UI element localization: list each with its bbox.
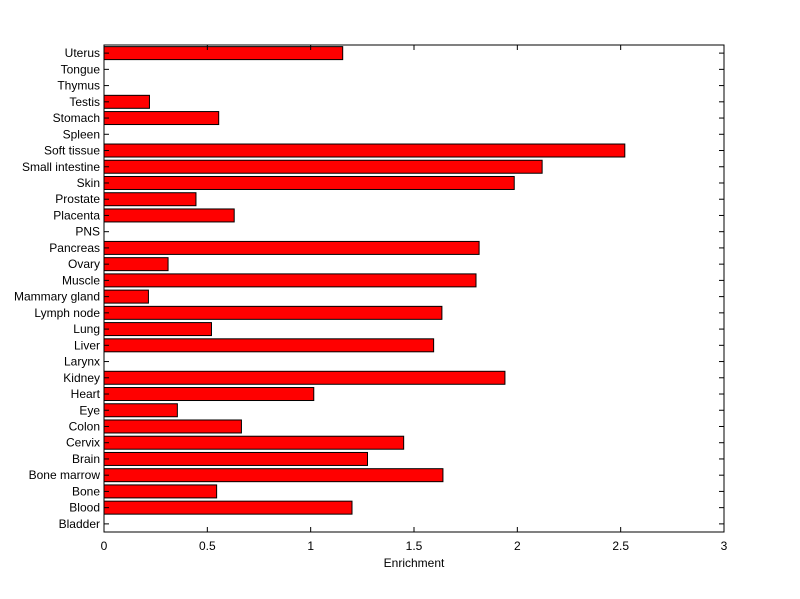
- y-tick-label: Bone marrow: [29, 468, 101, 482]
- bar-skin: [103, 175, 515, 190]
- bar-pancreas: [103, 240, 480, 255]
- y-tick-label: Thymus: [57, 79, 100, 93]
- bar-placenta: [103, 208, 235, 223]
- y-tick-label: Prostate: [55, 192, 100, 206]
- bar-cervix: [103, 435, 405, 450]
- bar-lung: [103, 322, 212, 337]
- bar-lymph-node: [103, 305, 443, 320]
- y-tick-label: Bone: [72, 484, 100, 498]
- y-tick-label: Soft tissue: [44, 144, 100, 158]
- bar-blood: [103, 500, 353, 515]
- y-tick-label: Lung: [73, 322, 100, 336]
- x-tick-label: 0.5: [199, 539, 216, 553]
- y-tick-label: Bladder: [59, 517, 100, 531]
- bar-brain: [103, 451, 368, 466]
- y-tick-label: Liver: [74, 338, 100, 352]
- x-tick-label: 1: [307, 539, 314, 553]
- ticks-layer: [103, 45, 725, 532]
- x-tick-label: 2: [514, 539, 521, 553]
- bar-kidney: [103, 370, 506, 385]
- y-tick-label: Heart: [71, 387, 101, 401]
- y-tick-label: Tongue: [61, 62, 101, 76]
- x-axis-label: Enrichment: [384, 556, 445, 570]
- x-tick-label: 3: [721, 539, 728, 553]
- y-tick-label: Colon: [69, 419, 100, 433]
- y-tick-label: Cervix: [66, 436, 100, 450]
- bar-colon: [103, 419, 242, 434]
- y-tick-label: Mammary gland: [14, 290, 100, 304]
- y-tick-label: Testis: [69, 95, 100, 109]
- y-tick-label: PNS: [75, 225, 100, 239]
- bar-soft-tissue: [103, 143, 626, 158]
- bar-prostate: [103, 192, 197, 207]
- y-tick-label: Placenta: [53, 208, 100, 222]
- y-tick-label: Spleen: [63, 127, 100, 141]
- bar-bone-marrow: [103, 468, 444, 483]
- y-tick-label: Kidney: [63, 371, 100, 385]
- y-tick-label: Skin: [77, 176, 100, 190]
- y-tick-label: Brain: [72, 452, 100, 466]
- bar-small-intestine: [103, 159, 543, 174]
- bar-testis: [103, 94, 150, 109]
- bar-eye: [103, 403, 178, 418]
- bar-bone: [103, 484, 218, 499]
- y-tick-label: Pancreas: [49, 241, 100, 255]
- bars-layer: [103, 46, 626, 515]
- bar-liver: [103, 338, 435, 353]
- bar-stomach: [103, 111, 220, 126]
- bar-muscle: [103, 273, 477, 288]
- x-tick-label: 0: [101, 539, 108, 553]
- y-tick-label: Blood: [69, 501, 100, 515]
- y-tick-label: Uterus: [65, 46, 100, 60]
- bar-mammary-gland: [103, 289, 149, 304]
- bar-heart: [103, 387, 315, 402]
- bar-uterus: [103, 46, 344, 61]
- y-tick-label: Larynx: [64, 355, 100, 369]
- x-tick-label: 2.5: [612, 539, 629, 553]
- y-tick-label: Muscle: [62, 273, 100, 287]
- y-tick-label: Ovary: [68, 257, 100, 271]
- y-tick-label: Eye: [79, 403, 100, 417]
- y-tick-label: Small intestine: [22, 160, 100, 174]
- y-tick-label: Stomach: [53, 111, 100, 125]
- bar-ovary: [103, 257, 169, 272]
- y-tick-label: Lymph node: [34, 306, 100, 320]
- x-tick-label: 1.5: [406, 539, 423, 553]
- labels-layer: Bladder Blood Bone Bone marrow Brain Cervix Co…: [14, 46, 728, 553]
